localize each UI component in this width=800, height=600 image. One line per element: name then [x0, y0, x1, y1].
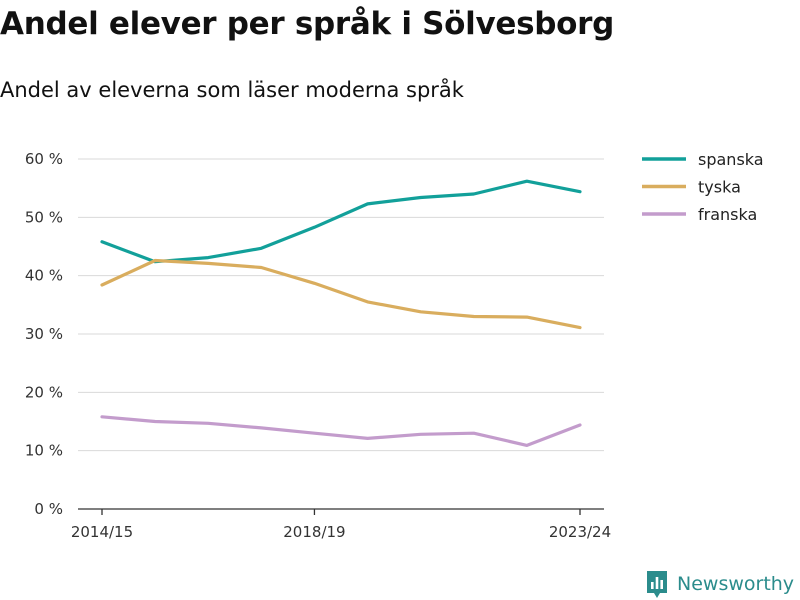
y-axis: 0 % 10 % 20 % 30 % 40 % 50 % 60 % — [25, 150, 63, 518]
bar-chart-logo-icon — [647, 571, 667, 598]
legend-label-franska: franska — [698, 205, 757, 224]
chart-title: Andel elever per språk i Sölvesborg — [0, 6, 615, 42]
y-tick-label: 20 % — [25, 383, 63, 401]
series-line-tyska — [100, 258, 582, 330]
y-tick-label: 40 % — [25, 267, 63, 285]
x-tick-label: 2023/24 — [549, 523, 611, 541]
brand-name: Newsworthy — [677, 573, 795, 595]
brand-logo: Newsworthy — [645, 569, 794, 599]
y-tick-label: 0 % — [34, 500, 63, 518]
x-axis: 2014/15 2018/19 2023/24 — [71, 508, 611, 541]
y-tick-label: 10 % — [25, 442, 63, 460]
chart-subtitle: Andel av eleverna som läser moderna språ… — [0, 78, 464, 102]
series-line-franska — [100, 415, 582, 447]
y-tick-label: 30 % — [25, 325, 63, 343]
legend-label-spanska: spanska — [698, 150, 764, 169]
x-tick-label: 2018/19 — [283, 523, 345, 541]
legend: spanska tyska franska — [642, 150, 764, 224]
x-tick-label: 2014/15 — [71, 523, 133, 541]
series-line-spanska — [100, 179, 582, 264]
gridlines — [78, 158, 604, 452]
series-lines — [100, 179, 582, 447]
legend-label-tyska: tyska — [698, 178, 741, 197]
y-tick-label: 60 % — [25, 150, 63, 168]
y-tick-label: 50 % — [25, 208, 63, 226]
